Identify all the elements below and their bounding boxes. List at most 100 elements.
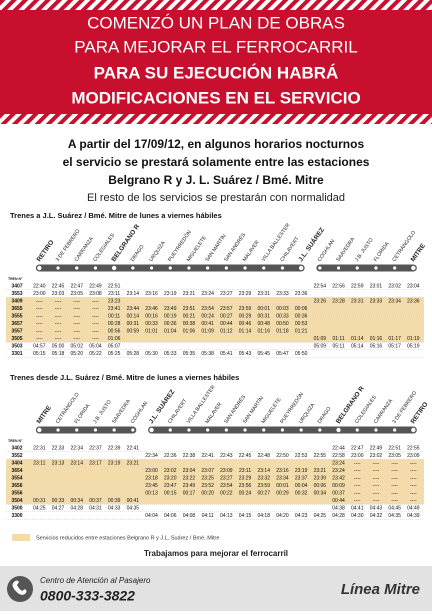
time-cell: 04:08 bbox=[183, 513, 196, 519]
time-cell: 23:05 bbox=[388, 453, 401, 459]
time-cell: ---- bbox=[373, 460, 380, 466]
time-cell: 00:37 bbox=[89, 498, 102, 504]
train-number: 3556 bbox=[11, 490, 22, 496]
time-cell: 05:17 bbox=[388, 343, 401, 349]
time-cell: 01:04 bbox=[164, 328, 177, 334]
time-cell: 22:48 bbox=[257, 453, 270, 459]
time-cell: ---- bbox=[73, 306, 80, 312]
legend-swatch bbox=[12, 534, 30, 541]
time-cell: 22:41 bbox=[127, 445, 140, 451]
train-number: 3504 bbox=[11, 498, 22, 504]
time-cell: 00:29 bbox=[239, 313, 252, 319]
station-dot bbox=[167, 427, 173, 433]
station-dot bbox=[242, 265, 248, 271]
time-cell: 05:09 bbox=[314, 343, 327, 349]
time-cell: 05:30 bbox=[145, 351, 158, 357]
time-cell: 00:03 bbox=[276, 306, 289, 312]
time-cell: ---- bbox=[391, 483, 398, 489]
time-cell: 23:45 bbox=[145, 483, 158, 489]
time-cell: 01:09 bbox=[314, 336, 327, 342]
time-cell: 22:53 bbox=[295, 453, 308, 459]
time-cell: 23:32 bbox=[257, 475, 270, 481]
time-cell: 00:28 bbox=[108, 321, 121, 327]
time-cell: 00:27 bbox=[257, 490, 270, 496]
time-cell: 01:18 bbox=[276, 328, 289, 334]
footer-brand: Línea Mitre bbox=[341, 581, 420, 598]
time-cell: 05:45 bbox=[257, 351, 270, 357]
station-dot bbox=[74, 265, 80, 271]
train-number: 3404 bbox=[11, 460, 22, 466]
time-cell: 04:20 bbox=[276, 513, 289, 519]
time-cell: ---- bbox=[36, 313, 43, 319]
station-dot bbox=[280, 265, 285, 271]
time-cell: 00:37 bbox=[332, 490, 345, 496]
time-cell: 05:38 bbox=[201, 351, 214, 357]
station-dot bbox=[317, 427, 323, 433]
time-cell: 23:36 bbox=[407, 298, 420, 304]
time-cell: 22:36 bbox=[164, 453, 177, 459]
station-dot bbox=[373, 427, 379, 433]
station-dot bbox=[373, 265, 379, 271]
time-cell: 01:16 bbox=[257, 328, 270, 334]
time-cell: 01:17 bbox=[388, 336, 401, 342]
train-label: TREN N° bbox=[8, 277, 23, 281]
time-cell: 23:27 bbox=[220, 475, 233, 481]
station-dot bbox=[93, 265, 98, 271]
time-cell: 23:46 bbox=[145, 306, 158, 312]
station-label: DRAGO bbox=[317, 406, 333, 425]
time-cell: 23:47 bbox=[164, 483, 177, 489]
time-cell: 05:15 bbox=[33, 351, 46, 357]
time-cell: ---- bbox=[36, 321, 43, 327]
footer-caption: Centro de Atención al Pasajero bbox=[40, 576, 151, 585]
time-cell: 05:02 bbox=[70, 343, 83, 349]
time-cell: ---- bbox=[73, 336, 80, 342]
train-number: 3300 bbox=[11, 513, 22, 519]
time-cell: ---- bbox=[373, 498, 380, 504]
station-dot bbox=[317, 265, 323, 271]
time-cell: 00:56 bbox=[108, 328, 121, 334]
time-cell: 04:30 bbox=[351, 513, 364, 519]
time-cell: 05:35 bbox=[183, 351, 196, 357]
time-cell: ---- bbox=[391, 468, 398, 474]
time-cell: 01:16 bbox=[370, 336, 383, 342]
time-cell: 00:29 bbox=[276, 490, 289, 496]
station-label: MITRE bbox=[410, 242, 428, 263]
time-cell: 00:46 bbox=[239, 321, 252, 327]
time-cell: ---- bbox=[354, 468, 361, 474]
time-cell: 22:49 bbox=[89, 283, 102, 289]
reduced-row bbox=[6, 459, 424, 467]
time-cell: ---- bbox=[73, 321, 80, 327]
time-cell: 23:02 bbox=[370, 453, 383, 459]
time-cell: ---- bbox=[354, 490, 361, 496]
time-cell: 05:22 bbox=[89, 351, 102, 357]
time-cell: 23:21 bbox=[127, 460, 140, 466]
time-cell: 04:25 bbox=[314, 513, 327, 519]
time-cell: 01:19 bbox=[407, 336, 420, 342]
time-cell: 00:20 bbox=[201, 490, 214, 496]
station-dot bbox=[149, 265, 154, 271]
station-label: COGHLAN bbox=[317, 238, 337, 263]
header-line: PARA MEJORAR EL FERROCARRIL bbox=[74, 37, 357, 56]
time-cell: 04:18 bbox=[257, 513, 270, 519]
time-cell: 00:38 bbox=[183, 321, 196, 327]
time-cell: 23:56 bbox=[239, 483, 252, 489]
time-cell: 00:33 bbox=[276, 313, 289, 319]
time-cell: 05:16 bbox=[370, 343, 383, 349]
time-cell: 04:04 bbox=[145, 513, 158, 519]
time-cell: 04:28 bbox=[332, 513, 345, 519]
time-cell: 23:34 bbox=[388, 298, 401, 304]
time-cell: 00:36 bbox=[295, 313, 308, 319]
station-dot bbox=[336, 265, 341, 271]
station-dot bbox=[261, 265, 267, 271]
time-cell: ---- bbox=[73, 328, 80, 334]
time-cell: ---- bbox=[36, 328, 43, 334]
time-cell: ---- bbox=[55, 313, 62, 319]
train-number: 3656 bbox=[11, 483, 22, 489]
time-cell: ---- bbox=[92, 328, 99, 334]
time-cell: 00:33 bbox=[52, 498, 65, 504]
time-cell: 04:57 bbox=[33, 343, 46, 349]
time-cell: 23:01 bbox=[370, 283, 383, 289]
time-cell: 00:44 bbox=[332, 498, 345, 504]
time-cell: 05:41 bbox=[220, 351, 233, 357]
time-cell: 23:29 bbox=[239, 475, 252, 481]
